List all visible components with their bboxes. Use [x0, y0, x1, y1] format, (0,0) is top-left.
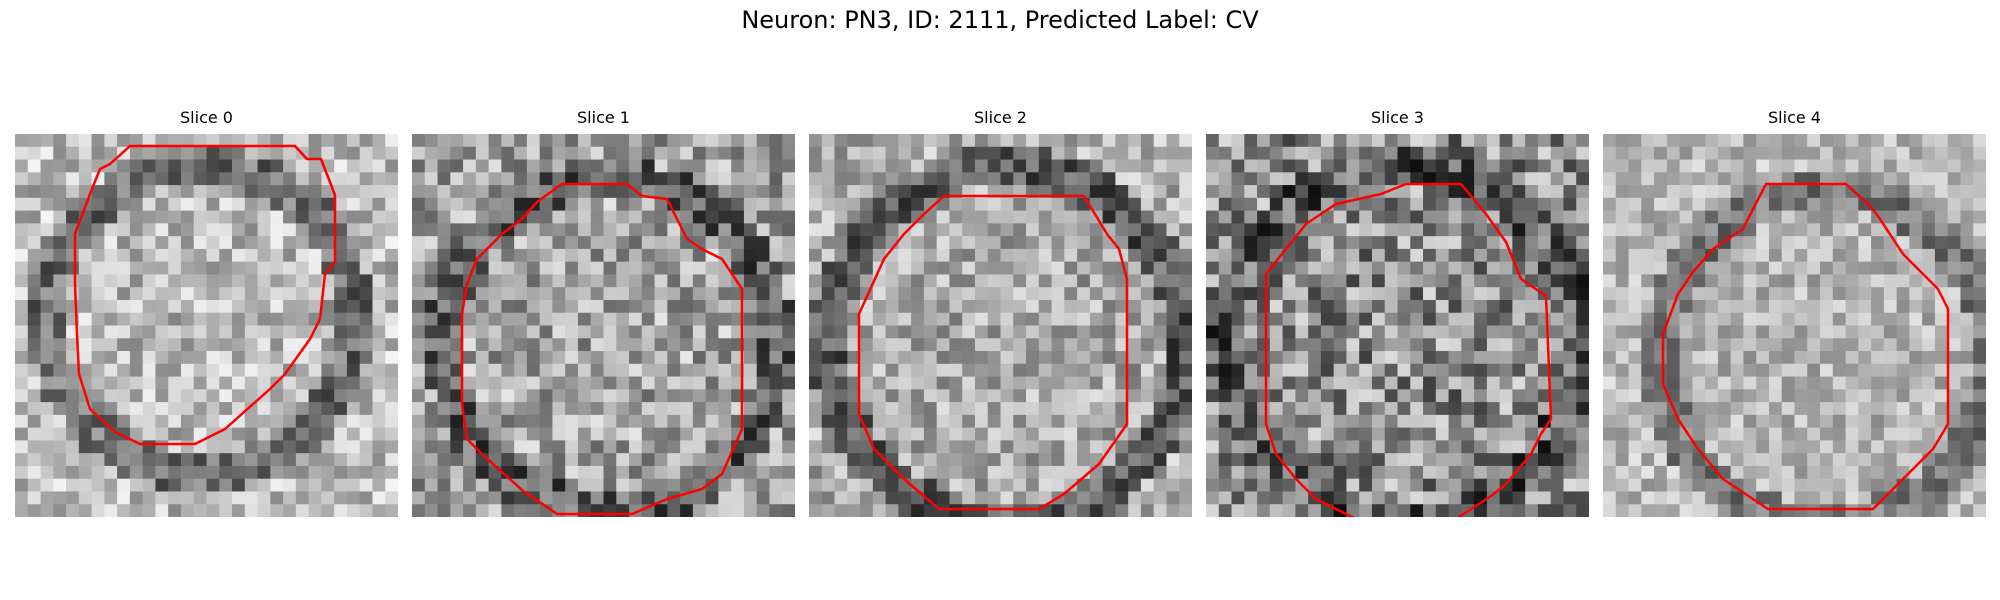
slice-panel-1: Slice 1 — [412, 108, 795, 517]
slice-image-4 — [1603, 134, 1986, 517]
slice-panel-3: Slice 3 — [1206, 108, 1589, 517]
slice-title-0: Slice 0 — [180, 108, 233, 127]
slice-title-2: Slice 2 — [974, 108, 1027, 127]
slice-contour-4 — [1661, 182, 1950, 511]
slice-image-2 — [809, 134, 1192, 517]
slice-panel-0: Slice 0 — [15, 108, 398, 517]
slice-contour-0 — [73, 144, 337, 446]
slice-contour-1 — [460, 182, 744, 516]
slice-image-3 — [1206, 134, 1589, 517]
slice-panel-2: Slice 2 — [809, 108, 1192, 517]
slice-image-1 — [412, 134, 795, 517]
figure-title: Neuron: PN3, ID: 2111, Predicted Label: … — [741, 6, 1259, 34]
slice-title-1: Slice 1 — [577, 108, 630, 127]
slice-contour-3 — [1264, 182, 1553, 517]
slice-title-4: Slice 4 — [1768, 108, 1821, 127]
slice-image-0 — [15, 134, 398, 517]
slice-contour-2 — [857, 194, 1129, 511]
slice-panel-4: Slice 4 — [1603, 108, 1986, 517]
slice-title-3: Slice 3 — [1371, 108, 1424, 127]
